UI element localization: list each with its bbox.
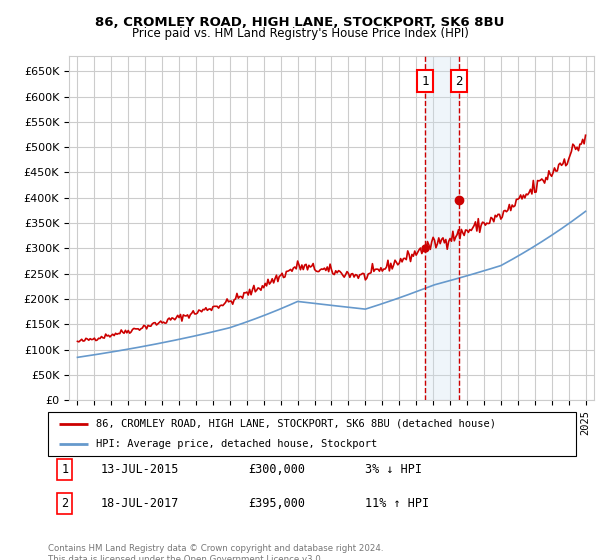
Text: HPI: Average price, detached house, Stockport: HPI: Average price, detached house, Stoc… <box>95 439 377 449</box>
FancyBboxPatch shape <box>48 412 576 456</box>
Text: £395,000: £395,000 <box>248 497 305 510</box>
Text: 18-JUL-2017: 18-JUL-2017 <box>101 497 179 510</box>
Text: Price paid vs. HM Land Registry's House Price Index (HPI): Price paid vs. HM Land Registry's House … <box>131 27 469 40</box>
Bar <box>425 56 459 400</box>
Text: Contains HM Land Registry data © Crown copyright and database right 2024.
This d: Contains HM Land Registry data © Crown c… <box>48 544 383 560</box>
Text: 86, CROMLEY ROAD, HIGH LANE, STOCKPORT, SK6 8BU: 86, CROMLEY ROAD, HIGH LANE, STOCKPORT, … <box>95 16 505 29</box>
Text: 1: 1 <box>421 75 429 88</box>
Text: 1: 1 <box>61 463 68 476</box>
Text: 11% ↑ HPI: 11% ↑ HPI <box>365 497 429 510</box>
Text: £300,000: £300,000 <box>248 463 305 476</box>
Text: 3% ↓ HPI: 3% ↓ HPI <box>365 463 422 476</box>
Text: 13-JUL-2015: 13-JUL-2015 <box>101 463 179 476</box>
Text: 2: 2 <box>455 75 463 88</box>
Text: 2: 2 <box>61 497 68 510</box>
Text: 86, CROMLEY ROAD, HIGH LANE, STOCKPORT, SK6 8BU (detached house): 86, CROMLEY ROAD, HIGH LANE, STOCKPORT, … <box>95 419 496 429</box>
